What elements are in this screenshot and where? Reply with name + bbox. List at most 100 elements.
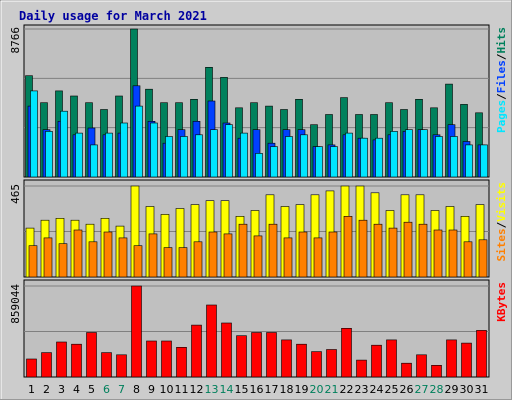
bar-pages-day-9 (150, 122, 158, 178)
bar-sites-day-30 (463, 241, 473, 278)
bar-kbytes-day-9 (146, 340, 157, 378)
day-label-24: 24 (370, 383, 384, 396)
bar-kbytes-day-14 (221, 322, 232, 378)
bar-pages-day-31 (480, 144, 488, 178)
bar-sites-day-2 (43, 237, 53, 278)
day-label-5: 5 (88, 383, 95, 396)
bar-kbytes-day-17 (266, 332, 277, 378)
day-label-22: 22 (340, 383, 354, 396)
bar-sites-day-6 (103, 231, 113, 278)
chart-panels: 8766Pages/Files/Hits465Sites/Visits85904… (9, 24, 508, 378)
bar-kbytes-day-25 (386, 339, 397, 378)
bar-sites-day-21 (328, 231, 338, 278)
bar-sites-day-23 (358, 219, 368, 278)
bar-pages-day-21 (330, 146, 338, 178)
legend-kbytes: KBytes (495, 282, 508, 322)
day-label-13: 13 (205, 383, 219, 396)
day-label-7: 7 (118, 383, 125, 396)
day-label-14: 14 (220, 383, 234, 396)
bar-pages-day-20 (315, 146, 323, 178)
x-axis-day-labels: 1 2 3 4 5 6 7 8 9 10 11 12 13 14 15 16 17 18 19 20 21 22 23 24 2… (28, 383, 489, 396)
day-label-29: 29 (445, 383, 459, 396)
bar-kbytes-day-27 (416, 354, 427, 378)
bar-pages-day-2 (45, 131, 53, 178)
bar-sites-day-11 (178, 247, 188, 278)
day-label-25: 25 (385, 383, 399, 396)
bar-sites-day-12 (193, 241, 203, 278)
bar-pages-day-4 (75, 132, 83, 178)
bar-pages-day-25 (390, 131, 398, 178)
day-label-17: 17 (265, 383, 279, 396)
bar-sites-day-26 (403, 221, 413, 278)
day-label-20: 20 (310, 383, 324, 396)
bar-kbytes-day-13 (206, 304, 217, 378)
bar-sites-day-8 (133, 245, 143, 278)
legend-item-files: Files (495, 60, 508, 93)
bar-sites-day-9 (148, 233, 158, 278)
day-label-4: 4 (73, 383, 80, 396)
day-label-8: 8 (133, 383, 140, 396)
legend-separator: / (495, 53, 508, 60)
bar-pages-day-13 (210, 129, 218, 178)
legend-item-visits: Visits (495, 182, 508, 222)
day-label-19: 19 (295, 383, 309, 396)
bar-sites-day-4 (73, 229, 83, 278)
bar-pages-day-18 (285, 136, 293, 178)
bar-sites-day-10 (163, 247, 173, 278)
bar-pages-day-5 (90, 144, 98, 178)
legend-hits-files-pages: Pages/Files/Hits (495, 27, 508, 133)
bar-kbytes-day-21 (326, 349, 337, 378)
bar-pages-day-19 (300, 134, 308, 178)
bar-kbytes-day-11 (176, 346, 187, 378)
bar-kbytes-day-26 (401, 362, 412, 378)
bar-kbytes-day-6 (101, 352, 112, 378)
panel-kbytes: 859044 KBytes (9, 279, 508, 378)
bar-sites-day-15 (238, 223, 248, 278)
day-label-26: 26 (400, 383, 414, 396)
bar-kbytes-day-4 (71, 343, 82, 378)
bar-kbytes-day-24 (371, 344, 382, 378)
bar-sites-day-27 (418, 223, 428, 278)
bar-pages-day-30 (465, 144, 473, 178)
day-label-11: 11 (175, 383, 189, 396)
bar-pages-day-6 (105, 132, 113, 178)
day-label-6: 6 (103, 383, 110, 396)
bar-kbytes-day-20 (311, 351, 322, 378)
bar-kbytes-day-5 (86, 332, 97, 378)
bar-pages-day-15 (240, 132, 248, 178)
y-max-label: 859044 (9, 284, 22, 324)
legend-item-hits: Hits (495, 27, 508, 54)
bar-sites-day-16 (253, 235, 263, 278)
bar-kbytes-day-15 (236, 335, 247, 378)
bar-kbytes-day-7 (116, 354, 127, 378)
day-label-28: 28 (430, 383, 444, 396)
bar-pages-day-14 (225, 124, 233, 178)
bar-kbytes-day-30 (461, 342, 472, 378)
bar-sites-day-19 (298, 231, 308, 278)
bar-pages-day-1 (30, 90, 38, 178)
bar-sites-day-14 (223, 233, 233, 278)
day-label-23: 23 (355, 383, 369, 396)
bar-sites-day-22 (343, 216, 353, 278)
bar-sites-day-18 (283, 237, 293, 278)
day-label-15: 15 (235, 383, 249, 396)
day-label-30: 30 (460, 383, 474, 396)
bar-kbytes-day-3 (56, 341, 67, 378)
bar-kbytes-day-29 (446, 339, 457, 378)
bar-kbytes-day-31 (476, 330, 487, 378)
day-label-10: 10 (160, 383, 174, 396)
y-max-label: 465 (9, 184, 22, 204)
bar-pages-day-3 (60, 110, 68, 178)
bar-sites-day-31 (478, 239, 488, 278)
bar-pages-day-12 (195, 134, 203, 178)
day-label-1: 1 (28, 383, 35, 396)
bar-kbytes-day-2 (41, 352, 52, 378)
bar-sites-day-25 (388, 227, 398, 278)
bar-pages-day-10 (165, 136, 173, 178)
day-label-18: 18 (280, 383, 294, 396)
bar-pages-day-26 (405, 129, 413, 178)
bar-kbytes-day-1 (26, 358, 37, 378)
